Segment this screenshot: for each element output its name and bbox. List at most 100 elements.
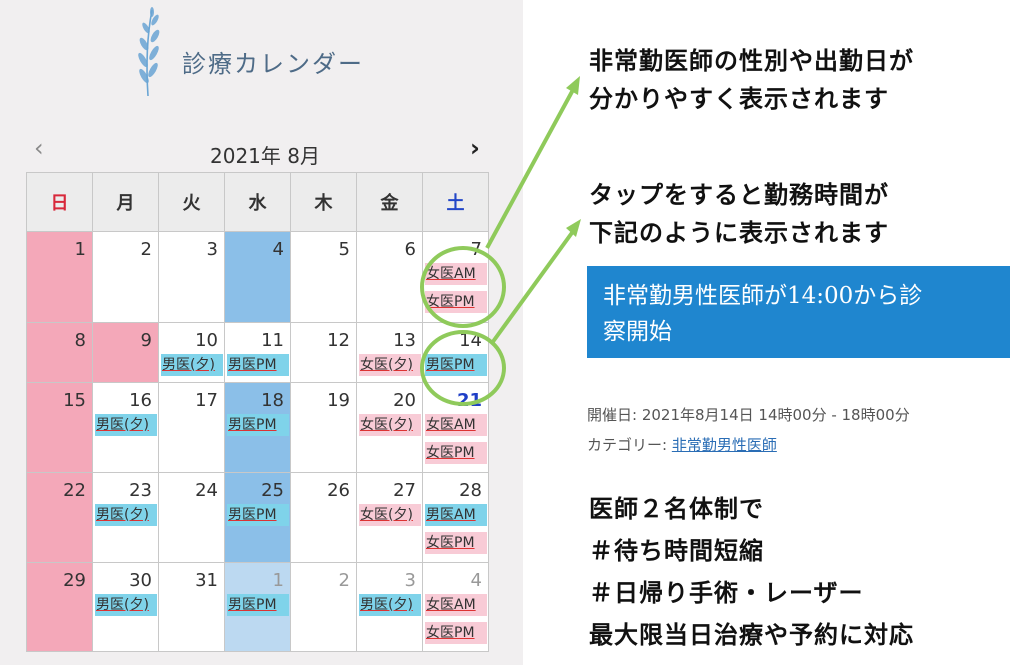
female-doctor-event[interactable]: 女医PM — [425, 442, 487, 464]
day-cell[interactable]: 27 女医(夕) — [356, 472, 423, 563]
month-label: 2021年 8月 — [210, 144, 320, 168]
male-doctor-event[interactable]: 男医(夕) — [95, 504, 157, 526]
note2-line1: タップをすると勤務時間が — [589, 181, 889, 209]
day-number: 26 — [327, 480, 350, 501]
day-cell[interactable]: 19 — [290, 382, 357, 473]
day-cell[interactable]: 13 女医(夕) — [356, 322, 423, 383]
week-row: 29 30 男医(夕) 31 1 男医PM 2 3 男医(夕) 4 女医AM 女医PM — [26, 562, 497, 652]
day-cell[interactable]: 31 — [158, 562, 225, 652]
day-cell[interactable]: 17 — [158, 382, 225, 473]
day-number: 19 — [327, 390, 350, 411]
day-number: 25 — [261, 480, 284, 501]
day-cell[interactable]: 4 — [224, 231, 291, 323]
day-cell[interactable]: 12 — [290, 322, 357, 383]
day-number: 2 — [140, 239, 152, 260]
day-number: 31 — [195, 570, 218, 591]
day-cell[interactable]: 2 — [92, 231, 159, 323]
weekday-wed: 水 — [224, 172, 291, 232]
day-number: 30 — [129, 570, 152, 591]
day-cell[interactable]: 8 — [26, 322, 93, 383]
female-doctor-event[interactable]: 女医(夕) — [359, 354, 421, 376]
day-cell[interactable]: 6 — [356, 231, 423, 323]
day-cell[interactable]: 10 男医(夕) — [158, 322, 225, 383]
day-cell[interactable]: 9 — [92, 322, 159, 383]
male-doctor-event[interactable]: 男医PM — [227, 414, 289, 436]
footer-line-3: ＃日帰り手術・レーザー — [589, 579, 864, 607]
day-cell[interactable]: 30 男医(夕) — [92, 562, 159, 652]
male-doctor-event[interactable]: 男医(夕) — [95, 594, 157, 616]
day-cell[interactable]: 25 男医PM — [224, 472, 291, 563]
day-number: 29 — [63, 570, 86, 591]
female-doctor-event[interactable]: 女医AM — [425, 594, 487, 616]
banner-line2: 察開始 — [603, 319, 672, 345]
day-cell[interactable]: 3 — [158, 231, 225, 323]
day-cell[interactable]: 22 — [26, 472, 93, 563]
day-number: 17 — [195, 390, 218, 411]
day-number: 24 — [195, 480, 218, 501]
weekday-fri: 金 — [356, 172, 423, 232]
footer-line-2: ＃待ち時間短縮 — [589, 537, 764, 565]
calendar-grid: 日 月 火 水 木 金 土 1 2 3 4 5 6 7 女医AM 女医PM 8 9 10 男医(夕) 11… — [26, 172, 497, 652]
day-number: 11 — [261, 330, 284, 351]
day-number: 22 — [63, 480, 86, 501]
day-cell[interactable]: 26 — [290, 472, 357, 563]
male-doctor-event[interactable]: 男医AM — [425, 504, 487, 526]
day-number: 12 — [327, 330, 350, 351]
day-number: 1 — [272, 570, 284, 591]
day-cell[interactable]: 24 — [158, 472, 225, 563]
day-number: 4 — [272, 239, 284, 260]
calendar-title: 診療カレンダー — [182, 50, 364, 78]
day-cell[interactable]: 5 — [290, 231, 357, 323]
day-cell[interactable]: 16 男医(夕) — [92, 382, 159, 473]
female-doctor-event[interactable]: 女医PM — [425, 622, 487, 644]
day-cell[interactable]: 15 — [26, 382, 93, 473]
female-doctor-event[interactable]: 女医PM — [425, 532, 487, 554]
day-cell[interactable]: 4 女医AM 女医PM — [422, 562, 489, 652]
day-cell[interactable]: 20 女医(夕) — [356, 382, 423, 473]
day-cell[interactable]: 18 男医PM — [224, 382, 291, 473]
day-number: 3 — [206, 239, 218, 260]
day-number: 1 — [74, 239, 86, 260]
male-doctor-event[interactable]: 男医PM — [227, 354, 289, 376]
day-cell[interactable]: 2 — [290, 562, 357, 652]
day-number: 8 — [74, 330, 86, 351]
day-number: 4 — [470, 570, 482, 591]
female-doctor-event[interactable]: 女医AM — [425, 414, 487, 436]
day-cell[interactable]: 11 男医PM — [224, 322, 291, 383]
day-number: 13 — [393, 330, 416, 351]
day-number: 27 — [393, 480, 416, 501]
category-link[interactable]: 非常勤男性医師 — [671, 436, 777, 454]
day-number: 2 — [338, 570, 350, 591]
category-label: カテゴリー: — [587, 436, 672, 454]
day-cell[interactable]: 1 男医PM — [224, 562, 291, 652]
female-doctor-event[interactable]: 女医(夕) — [359, 414, 421, 436]
event-category: カテゴリー: 非常勤男性医師 — [587, 434, 777, 455]
female-doctor-event[interactable]: 女医(夕) — [359, 504, 421, 526]
male-doctor-event[interactable]: 男医PM — [227, 504, 289, 526]
male-doctor-event[interactable]: 男医(夕) — [95, 414, 157, 436]
male-doctor-event[interactable]: 男医PM — [227, 594, 289, 616]
day-number: 15 — [63, 390, 86, 411]
note1-line1: 非常勤医師の性別や出勤日が — [589, 47, 914, 75]
day-number: 3 — [404, 570, 416, 591]
day-cell[interactable]: 29 — [26, 562, 93, 652]
male-doctor-event[interactable]: 男医(夕) — [161, 354, 223, 376]
note2-line2: 下記のように表示されます — [589, 219, 889, 247]
weekday-mon: 月 — [92, 172, 159, 232]
day-cell[interactable]: 23 男医(夕) — [92, 472, 159, 563]
note1-line2: 分かりやすく表示されます — [589, 85, 889, 113]
day-number: 16 — [129, 390, 152, 411]
next-month-button[interactable]: › — [470, 134, 480, 162]
note-gender-display: 非常勤医師の性別や出勤日が 分かりやすく表示されます — [589, 42, 914, 118]
male-doctor-event[interactable]: 男医(夕) — [359, 594, 421, 616]
day-number: 23 — [129, 480, 152, 501]
day-cell[interactable]: 1 — [26, 231, 93, 323]
prev-month-button[interactable]: ‹ — [34, 134, 44, 162]
footer-notes: 医師２名体制で ＃待ち時間短縮 ＃日帰り手術・レーザー 最大限当日治療や予約に対… — [589, 488, 914, 656]
leaf-branch-icon — [138, 7, 160, 97]
footer-line-1: 医師２名体制で — [589, 495, 764, 523]
day-cell[interactable]: 3 男医(夕) — [356, 562, 423, 652]
day-cell[interactable]: 28 男医AM 女医PM — [422, 472, 489, 563]
